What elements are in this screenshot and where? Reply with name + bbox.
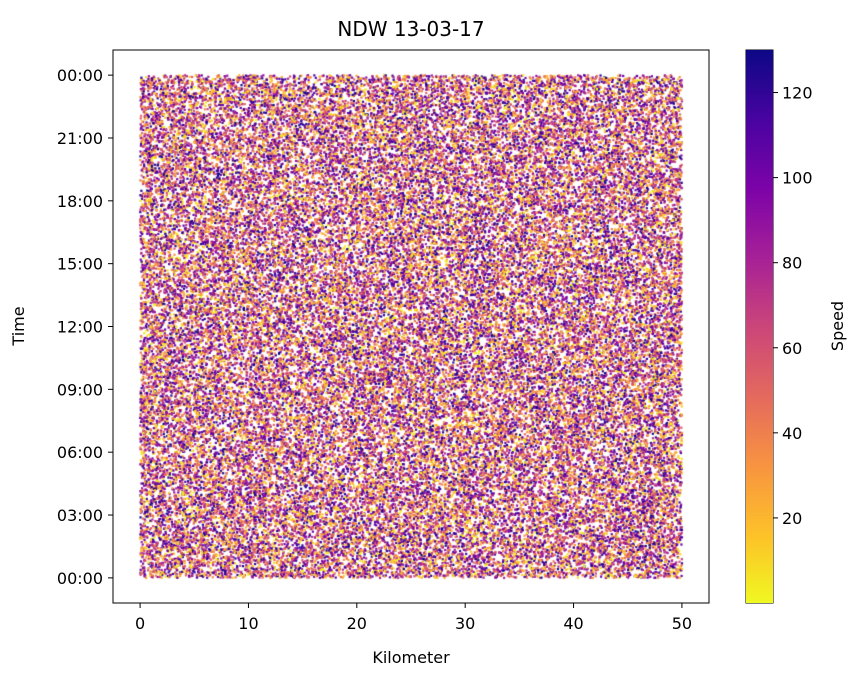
y-tick-label: 21:00 <box>57 129 103 148</box>
x-tick-label: 10 <box>238 614 258 633</box>
colorbar-tick-label: 20 <box>782 509 802 528</box>
colorbar-gradient <box>746 50 773 603</box>
colorbar-tick-label: 40 <box>782 424 802 443</box>
y-tick-label: 06:00 <box>57 443 103 462</box>
colorbar-axis: 20 40 60 80 100 120 <box>773 84 813 528</box>
y-tick-label: 12:00 <box>57 318 103 337</box>
y-tick-label: 03:00 <box>57 506 103 525</box>
x-axis: 0 10 20 30 40 50 <box>135 603 692 633</box>
chart-title: NDW 13-03-17 <box>337 17 484 41</box>
y-axis-label: Time <box>9 306 28 346</box>
colorbar-tick-label: 120 <box>782 84 813 103</box>
x-tick-label: 50 <box>672 614 692 633</box>
y-tick-label: 00:00 <box>57 66 103 85</box>
y-tick-label: 00:00 <box>57 569 103 588</box>
x-tick-label: 20 <box>347 614 367 633</box>
x-tick-label: 40 <box>563 614 583 633</box>
y-tick-label: 15:00 <box>57 255 103 274</box>
y-axis: 00:00 03:00 06:00 09:00 12:00 15:00 18:00 21:00… <box>57 66 113 588</box>
colorbar-tick-label: 100 <box>782 169 813 188</box>
colorbar-label: Speed <box>828 301 847 351</box>
x-tick-label: 0 <box>135 614 145 633</box>
x-tick-label: 30 <box>455 614 475 633</box>
colorbar-tick-label: 80 <box>782 254 802 273</box>
x-axis-label: Kilometer <box>372 648 450 667</box>
y-tick-label: 09:00 <box>57 380 103 399</box>
y-tick-label: 18:00 <box>57 192 103 211</box>
scatter-points <box>113 50 709 603</box>
colorbar-tick-label: 60 <box>782 339 802 358</box>
